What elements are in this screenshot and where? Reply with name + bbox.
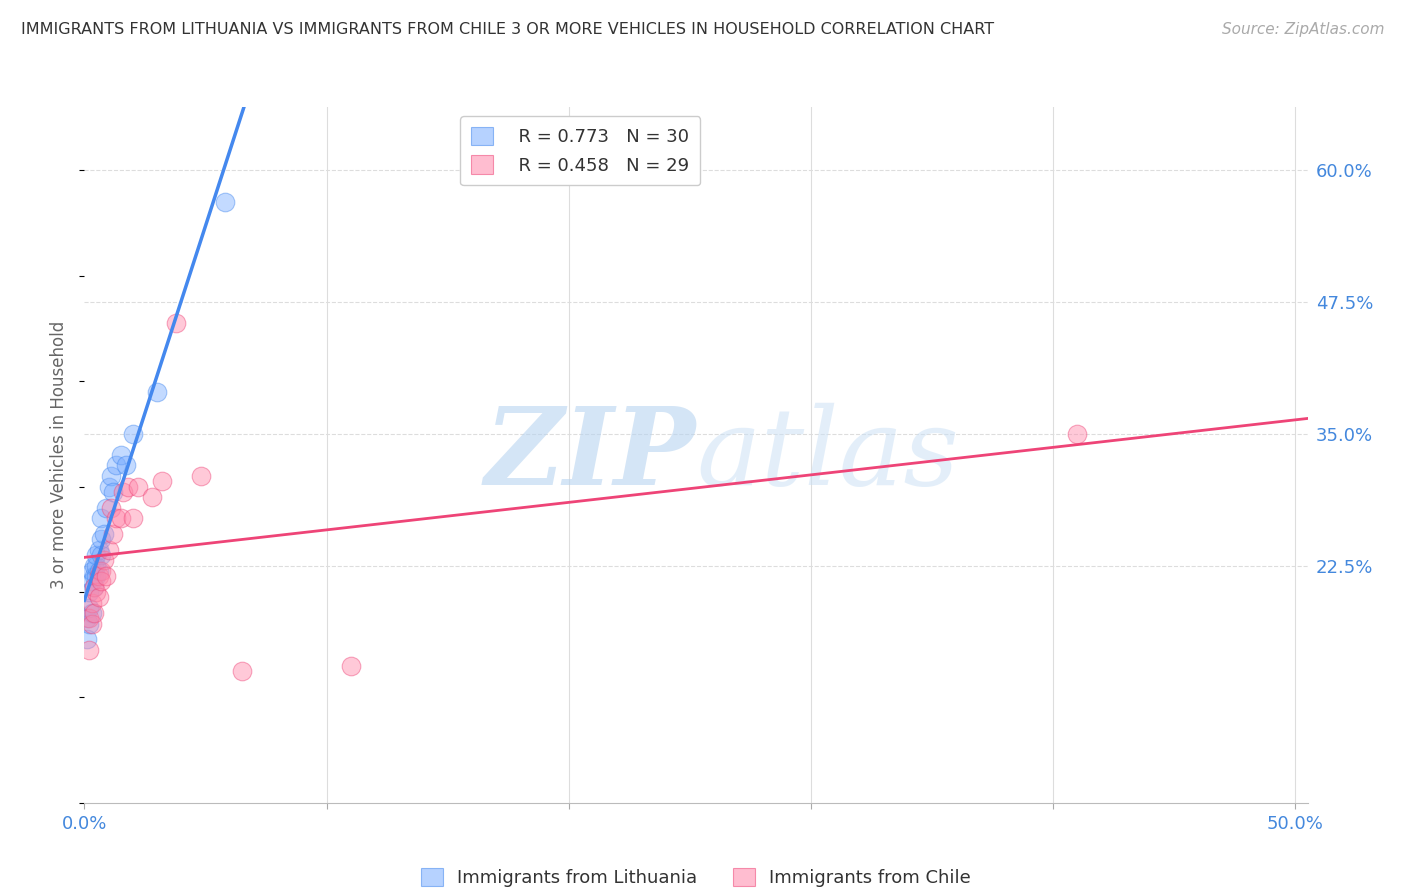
Point — [77, 611, 100, 625]
Point — [104, 511, 127, 525]
Point — [165, 316, 187, 330]
Text: atlas: atlas — [696, 402, 959, 508]
Point — [231, 664, 253, 678]
Point — [87, 591, 110, 605]
Point — [77, 585, 100, 599]
Point — [121, 426, 143, 441]
Point — [96, 500, 118, 515]
Point — [100, 500, 122, 515]
Point — [97, 479, 120, 493]
Point — [90, 574, 112, 589]
Point — [80, 606, 103, 620]
Point — [86, 558, 108, 573]
Point — [214, 194, 236, 209]
Point — [83, 558, 105, 573]
Text: ZIP: ZIP — [485, 402, 696, 508]
Point — [83, 580, 105, 594]
Point — [76, 611, 98, 625]
Point — [87, 564, 110, 578]
Point — [103, 527, 125, 541]
Text: Source: ZipAtlas.com: Source: ZipAtlas.com — [1222, 22, 1385, 37]
Point — [340, 658, 363, 673]
Point — [90, 548, 112, 562]
Point — [80, 616, 103, 631]
Point — [93, 527, 115, 541]
Point — [80, 595, 103, 609]
Point — [87, 542, 110, 557]
Point — [77, 643, 100, 657]
Text: IMMIGRANTS FROM LITHUANIA VS IMMIGRANTS FROM CHILE 3 OR MORE VEHICLES IN HOUSEHO: IMMIGRANTS FROM LITHUANIA VS IMMIGRANTS … — [21, 22, 994, 37]
Point — [141, 490, 163, 504]
Point — [150, 475, 173, 489]
Point — [80, 574, 103, 589]
Legend: Immigrants from Lithuania, Immigrants from Chile: Immigrants from Lithuania, Immigrants fr… — [413, 861, 979, 892]
Point — [86, 585, 108, 599]
Point — [110, 448, 132, 462]
Point — [76, 632, 98, 647]
Point — [190, 469, 212, 483]
Point — [114, 458, 136, 473]
Point — [100, 469, 122, 483]
Point — [146, 384, 169, 399]
Point — [121, 511, 143, 525]
Point — [83, 569, 105, 583]
Point — [103, 484, 125, 499]
Point — [83, 606, 105, 620]
Point — [87, 569, 110, 583]
Point — [77, 616, 100, 631]
Point — [1066, 426, 1088, 441]
Point — [127, 479, 149, 493]
Point — [80, 564, 103, 578]
Point — [90, 564, 112, 578]
Point — [112, 484, 135, 499]
Point — [96, 569, 118, 583]
Point — [97, 542, 120, 557]
Point — [90, 533, 112, 547]
Point — [77, 600, 100, 615]
Point — [86, 548, 108, 562]
Point — [93, 553, 115, 567]
Point — [90, 511, 112, 525]
Point — [104, 458, 127, 473]
Point — [110, 511, 132, 525]
Point — [86, 569, 108, 583]
Y-axis label: 3 or more Vehicles in Household: 3 or more Vehicles in Household — [51, 321, 69, 589]
Point — [117, 479, 139, 493]
Point — [83, 580, 105, 594]
